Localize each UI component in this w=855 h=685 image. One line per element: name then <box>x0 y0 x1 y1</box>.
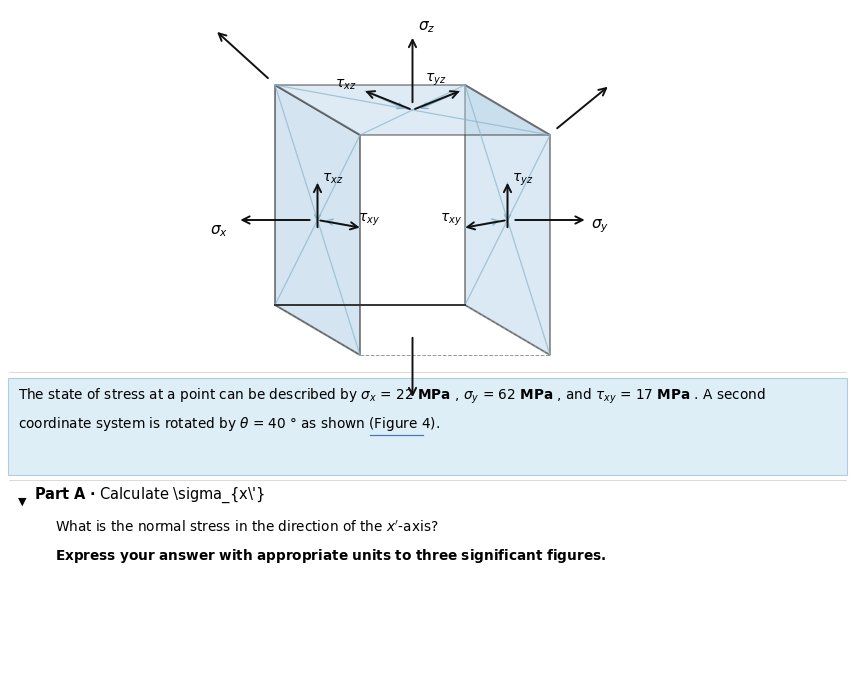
Polygon shape <box>275 85 550 135</box>
Text: coordinate system is rotated by $\theta$ = 40 $°$ as shown (Figure 4).: coordinate system is rotated by $\theta$… <box>18 415 440 433</box>
Text: $\tau_{xy}$: $\tau_{xy}$ <box>357 212 380 228</box>
Text: The state of stress at a point can be described by $\sigma_x$ = 22 $\mathbf{MPa}: The state of stress at a point can be de… <box>18 387 765 406</box>
Text: ▼: ▼ <box>18 497 27 507</box>
Text: $\mathbf{Part\ A}$ $\mathbf{\cdot}$ Calculate \sigma_{x\'}: $\mathbf{Part\ A}$ $\mathbf{\cdot}$ Calc… <box>34 486 265 505</box>
Text: $\tau_{yz}$: $\tau_{yz}$ <box>511 172 533 188</box>
Text: $\tau_{xz}$: $\tau_{xz}$ <box>334 78 356 92</box>
Text: $\tau_{yz}$: $\tau_{yz}$ <box>424 72 446 88</box>
Polygon shape <box>465 85 550 355</box>
Text: What is the normal stress in the direction of the $x'$-axis?: What is the normal stress in the directi… <box>55 520 439 535</box>
Text: $\tau_{xy}$: $\tau_{xy}$ <box>439 212 462 228</box>
Text: $\sigma_z$: $\sigma_z$ <box>417 19 435 35</box>
Text: $\tau_{xz}$: $\tau_{xz}$ <box>321 172 343 186</box>
Text: $\mathbf{Express\ your\ answer\ with\ appropriate\ units\ to\ three\ significant: $\mathbf{Express\ your\ answer\ with\ ap… <box>55 547 606 565</box>
Polygon shape <box>275 85 360 355</box>
Text: $\sigma_y$: $\sigma_y$ <box>591 217 609 235</box>
Text: $\sigma_x$: $\sigma_x$ <box>209 223 227 238</box>
FancyBboxPatch shape <box>8 378 847 475</box>
